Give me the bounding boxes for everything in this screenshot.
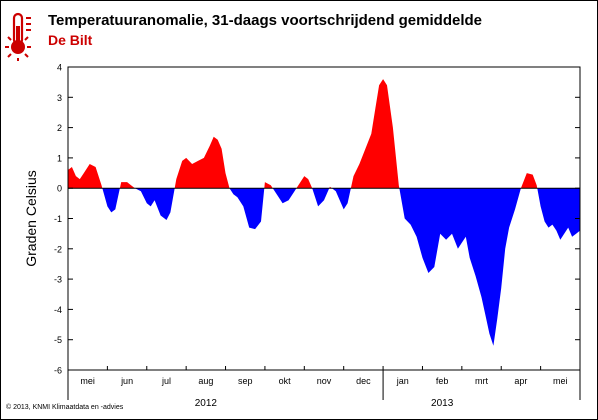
x-tick-label: mei (553, 376, 568, 386)
copyright-credit: © 2013, KNMI Klimaatdata en -advies (6, 404, 124, 411)
y-tick-label: 2 (57, 123, 62, 133)
x-tick-label: mei (80, 376, 95, 386)
y-axis-label: Graden Celsius (23, 170, 39, 267)
y-tick-label: -5 (54, 335, 62, 345)
positive-anomaly-area (68, 79, 538, 189)
x-tick-label: dec (356, 376, 371, 386)
y-tick-label: -6 (54, 366, 62, 376)
x-tick-label: apr (514, 376, 527, 386)
y-tick-label: 4 (57, 63, 62, 73)
y-tick-label: -2 (54, 244, 62, 254)
y-tick-label: -3 (54, 275, 62, 285)
year-label: 2013 (431, 398, 454, 409)
x-tick-label: sep (238, 376, 253, 386)
chart-title: Temperatuuranomalie, 31-daags voortschri… (48, 12, 482, 29)
x-tick-label: okt (279, 376, 292, 386)
x-tick-label: jul (161, 376, 171, 386)
y-tick-label: 3 (57, 93, 62, 103)
chart-subtitle: De Bilt (48, 32, 93, 48)
x-tick-label: jan (396, 376, 409, 386)
y-tick-label: 0 (57, 184, 62, 194)
negative-anomaly-area (68, 188, 580, 346)
x-tick-label: aug (198, 376, 213, 386)
x-tick-label: feb (436, 376, 449, 386)
x-tick-label: nov (317, 376, 332, 386)
x-tick-label: mrt (475, 376, 488, 386)
y-tick-label: -4 (54, 305, 62, 315)
thermometer-icon (5, 12, 31, 61)
x-tick-label: jun (120, 376, 133, 386)
y-tick-label: 1 (57, 153, 62, 163)
y-tick-label: -1 (54, 214, 62, 224)
year-label: 2012 (195, 398, 218, 409)
